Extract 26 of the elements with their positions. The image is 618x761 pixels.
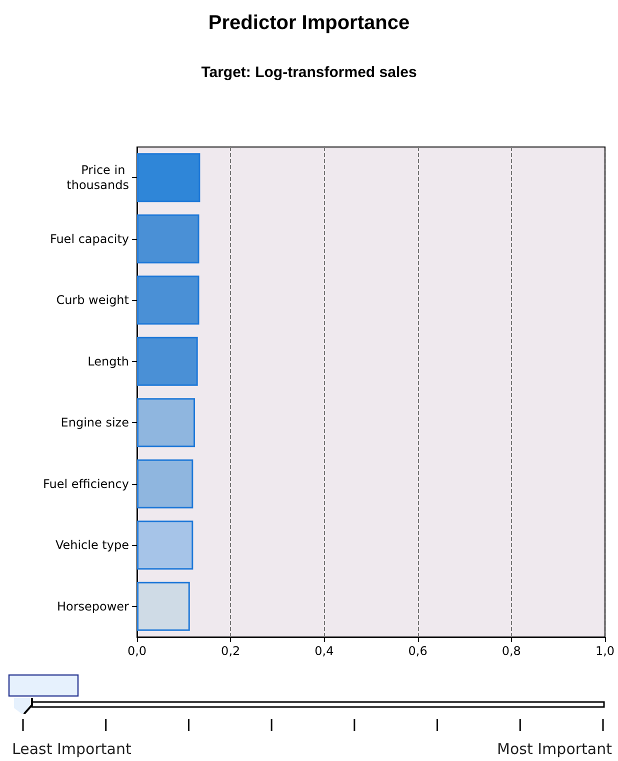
bar (137, 336, 198, 386)
bar (137, 520, 194, 570)
text: Least Important (12, 740, 132, 758)
x-tick-label: 0,6 (408, 644, 428, 658)
chart-title: Predictor Importance (208, 12, 410, 34)
bar (137, 398, 196, 448)
x-tick-label: 0,0 (127, 644, 147, 658)
y-tick-label: Price in thousands (66, 163, 129, 192)
x-tick-label: 0,2 (221, 644, 240, 658)
bar (137, 276, 200, 325)
bar (137, 582, 190, 631)
bar (137, 153, 200, 202)
y-tick-label: Fuel capacity (50, 232, 129, 246)
y-tick-label: Engine size (60, 416, 129, 430)
y-tick-label: Horsepower (56, 599, 130, 614)
x-tick-label: 0,4 (314, 644, 334, 658)
y-tick-label: Vehicle type (55, 538, 129, 552)
bar (137, 459, 194, 508)
x-tick-label: 0,8 (502, 644, 521, 658)
chart-subtitle: Target: Log-transformed sales (201, 64, 417, 81)
x-tick-label: 1,0 (595, 644, 615, 658)
bar (137, 214, 200, 264)
y-tick-label: Length (88, 354, 129, 368)
y-tick-label: Fuel efficiency (43, 476, 129, 491)
text: Most Important (497, 740, 612, 758)
y-tick-label: Curb weight (56, 293, 130, 308)
